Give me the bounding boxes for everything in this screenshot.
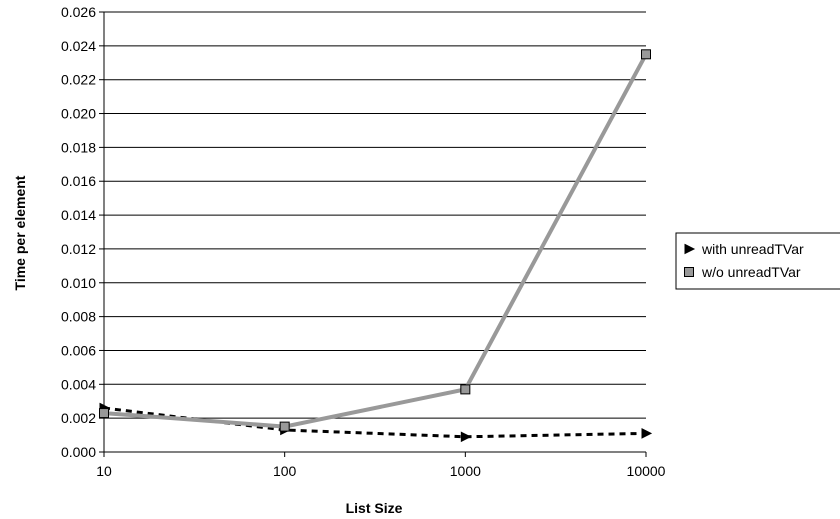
y-tick-label: 0.014 [61, 207, 96, 223]
data-point [460, 431, 472, 443]
legend-box [675, 232, 840, 290]
y-tick-label: 0.022 [61, 72, 96, 88]
y-tick-label: 0.024 [61, 38, 96, 54]
y-tick-label: 0.018 [61, 139, 96, 155]
legend-label: with unreadTVar [701, 241, 804, 257]
data-point [460, 384, 471, 395]
x-axis-title: List Size [346, 500, 403, 516]
y-tick-label: 0.016 [61, 173, 96, 189]
series-2 [99, 49, 651, 432]
legend: with unreadTVar w/o unreadTVar [675, 232, 840, 290]
data-point [641, 428, 653, 439]
x-tick-label: 10 [96, 463, 112, 479]
data-point [279, 421, 290, 432]
gridlines [99, 11, 647, 457]
x-tick-label: 10000 [627, 463, 666, 479]
y-tick-label: 0.004 [61, 376, 96, 392]
legend-marker [684, 243, 696, 255]
y-tick-label: 0.002 [61, 410, 96, 426]
y-tick-label: 0.012 [61, 241, 96, 257]
x-tick-label: 1000 [450, 463, 481, 479]
data-point [641, 49, 651, 60]
x-axis-tick-labels: 10 100 1000 10000 [96, 463, 665, 479]
y-tick-label: 0.000 [61, 444, 96, 460]
data-point [99, 408, 109, 419]
y-axis-tick-labels: 0.000 0.002 0.004 0.006 0.008 0.010 0.012 0.014… [61, 4, 96, 460]
series-line [103, 406, 647, 439]
y-axis-title: Time per element [12, 175, 28, 290]
legend-label: w/o unreadTVar [701, 264, 801, 280]
legend-marker [684, 267, 694, 277]
series-group [99, 49, 653, 443]
y-tick-label: 0.010 [61, 275, 96, 291]
series-line [103, 53, 648, 429]
y-tick-label: 0.006 [61, 342, 96, 358]
y-tick-label: 0.008 [61, 309, 96, 325]
y-tick-label: 0.026 [61, 4, 96, 20]
y-tick-label: 0.020 [61, 106, 96, 122]
x-tick-label: 100 [273, 463, 297, 479]
